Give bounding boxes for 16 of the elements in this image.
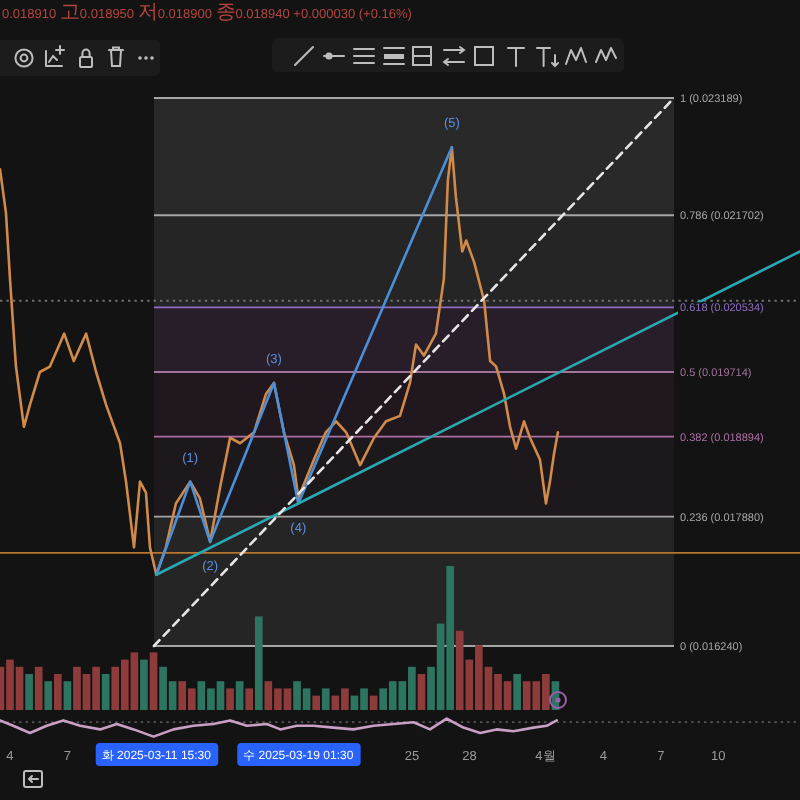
bar — [149, 652, 158, 710]
bar — [417, 674, 426, 710]
bar — [513, 674, 521, 710]
bar — [44, 681, 53, 710]
bar — [53, 674, 62, 710]
bar — [25, 674, 33, 710]
bar — [140, 659, 148, 710]
bar — [34, 666, 43, 710]
bar — [312, 695, 321, 710]
bar — [101, 674, 110, 710]
bar — [63, 681, 72, 710]
bar — [245, 688, 254, 710]
bar — [235, 681, 244, 710]
bar — [226, 688, 234, 710]
bar — [321, 688, 330, 710]
bar — [254, 616, 263, 710]
